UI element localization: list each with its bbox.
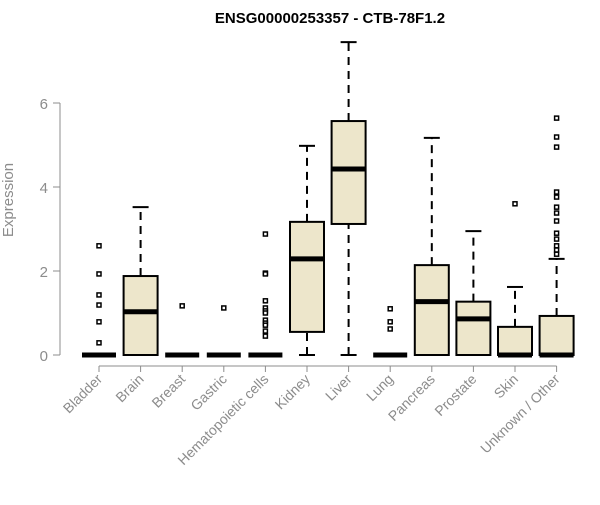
box-iqr bbox=[455, 300, 492, 357]
box-brain bbox=[122, 206, 159, 357]
outlier-point bbox=[262, 322, 269, 328]
box-iqr bbox=[289, 220, 325, 333]
outlier-point bbox=[553, 210, 560, 216]
outlier-point bbox=[553, 144, 560, 150]
outlier-point bbox=[96, 340, 102, 346]
outlier-point bbox=[553, 236, 560, 242]
outlier-point bbox=[96, 271, 102, 277]
outlier-point bbox=[553, 204, 560, 210]
x-tick-label: Prostate bbox=[431, 371, 479, 419]
box-prostate bbox=[455, 230, 492, 357]
x-tick-label: Liver bbox=[322, 371, 355, 404]
outlier-point bbox=[553, 134, 560, 140]
outlier-point bbox=[553, 251, 560, 257]
outlier-point bbox=[387, 326, 393, 332]
outlier-point bbox=[553, 243, 560, 249]
outlier-point bbox=[262, 271, 269, 277]
y-tick-label: 4 bbox=[40, 180, 48, 197]
box-iqr bbox=[122, 275, 159, 357]
box-gastric bbox=[206, 305, 241, 358]
outlier-point bbox=[262, 231, 269, 237]
outlier-point bbox=[553, 247, 560, 253]
x-tick-label: Skin bbox=[491, 371, 522, 402]
box-breast bbox=[165, 303, 200, 358]
x-tick-label: Brain bbox=[112, 371, 146, 405]
outlier-point bbox=[96, 319, 102, 325]
box-lung bbox=[373, 306, 408, 358]
x-tick-label: Breast bbox=[148, 371, 188, 411]
outlier-point bbox=[262, 328, 269, 334]
x-tick-label: Bladder bbox=[60, 371, 106, 417]
box-iqr bbox=[413, 264, 450, 356]
outlier-point bbox=[387, 319, 393, 325]
outlier-point bbox=[96, 243, 102, 249]
box-bladder bbox=[82, 243, 116, 358]
outlier-point bbox=[553, 194, 560, 200]
box-iqr bbox=[497, 325, 533, 356]
outlier-point bbox=[512, 201, 518, 207]
outlier-point bbox=[387, 306, 393, 312]
y-tick-label: 6 bbox=[40, 96, 48, 113]
plot-area bbox=[82, 41, 575, 358]
box-hematopoietic-cells bbox=[248, 231, 283, 358]
chart-title: ENSG00000253357 - CTB-78F1.2 bbox=[215, 10, 445, 27]
outlier-point bbox=[262, 333, 269, 339]
y-tick-label: 2 bbox=[40, 264, 48, 281]
outlier-point bbox=[553, 115, 560, 121]
outlier-point bbox=[553, 230, 560, 236]
outlier-point bbox=[179, 303, 185, 309]
box-liver bbox=[330, 41, 367, 356]
box-kidney bbox=[289, 144, 325, 356]
outlier-point bbox=[221, 305, 227, 311]
y-axis-label: Expression bbox=[0, 163, 17, 237]
box-iqr bbox=[330, 120, 367, 225]
box-skin bbox=[497, 201, 533, 358]
outlier-point bbox=[96, 302, 102, 308]
x-tick-label: Unknown / Other bbox=[477, 371, 563, 457]
outlier-point bbox=[262, 298, 269, 304]
outlier-point bbox=[553, 189, 560, 195]
outlier-point bbox=[262, 310, 269, 316]
box-pancreas bbox=[413, 136, 450, 356]
x-tick-label: Lung bbox=[363, 371, 396, 404]
x-tick-label: Kidney bbox=[272, 371, 314, 413]
box-unknown-other bbox=[538, 115, 575, 358]
outlier-point bbox=[553, 218, 560, 224]
outlier-point bbox=[96, 292, 102, 298]
y-tick-label: 0 bbox=[40, 348, 48, 365]
box-iqr bbox=[538, 314, 575, 357]
